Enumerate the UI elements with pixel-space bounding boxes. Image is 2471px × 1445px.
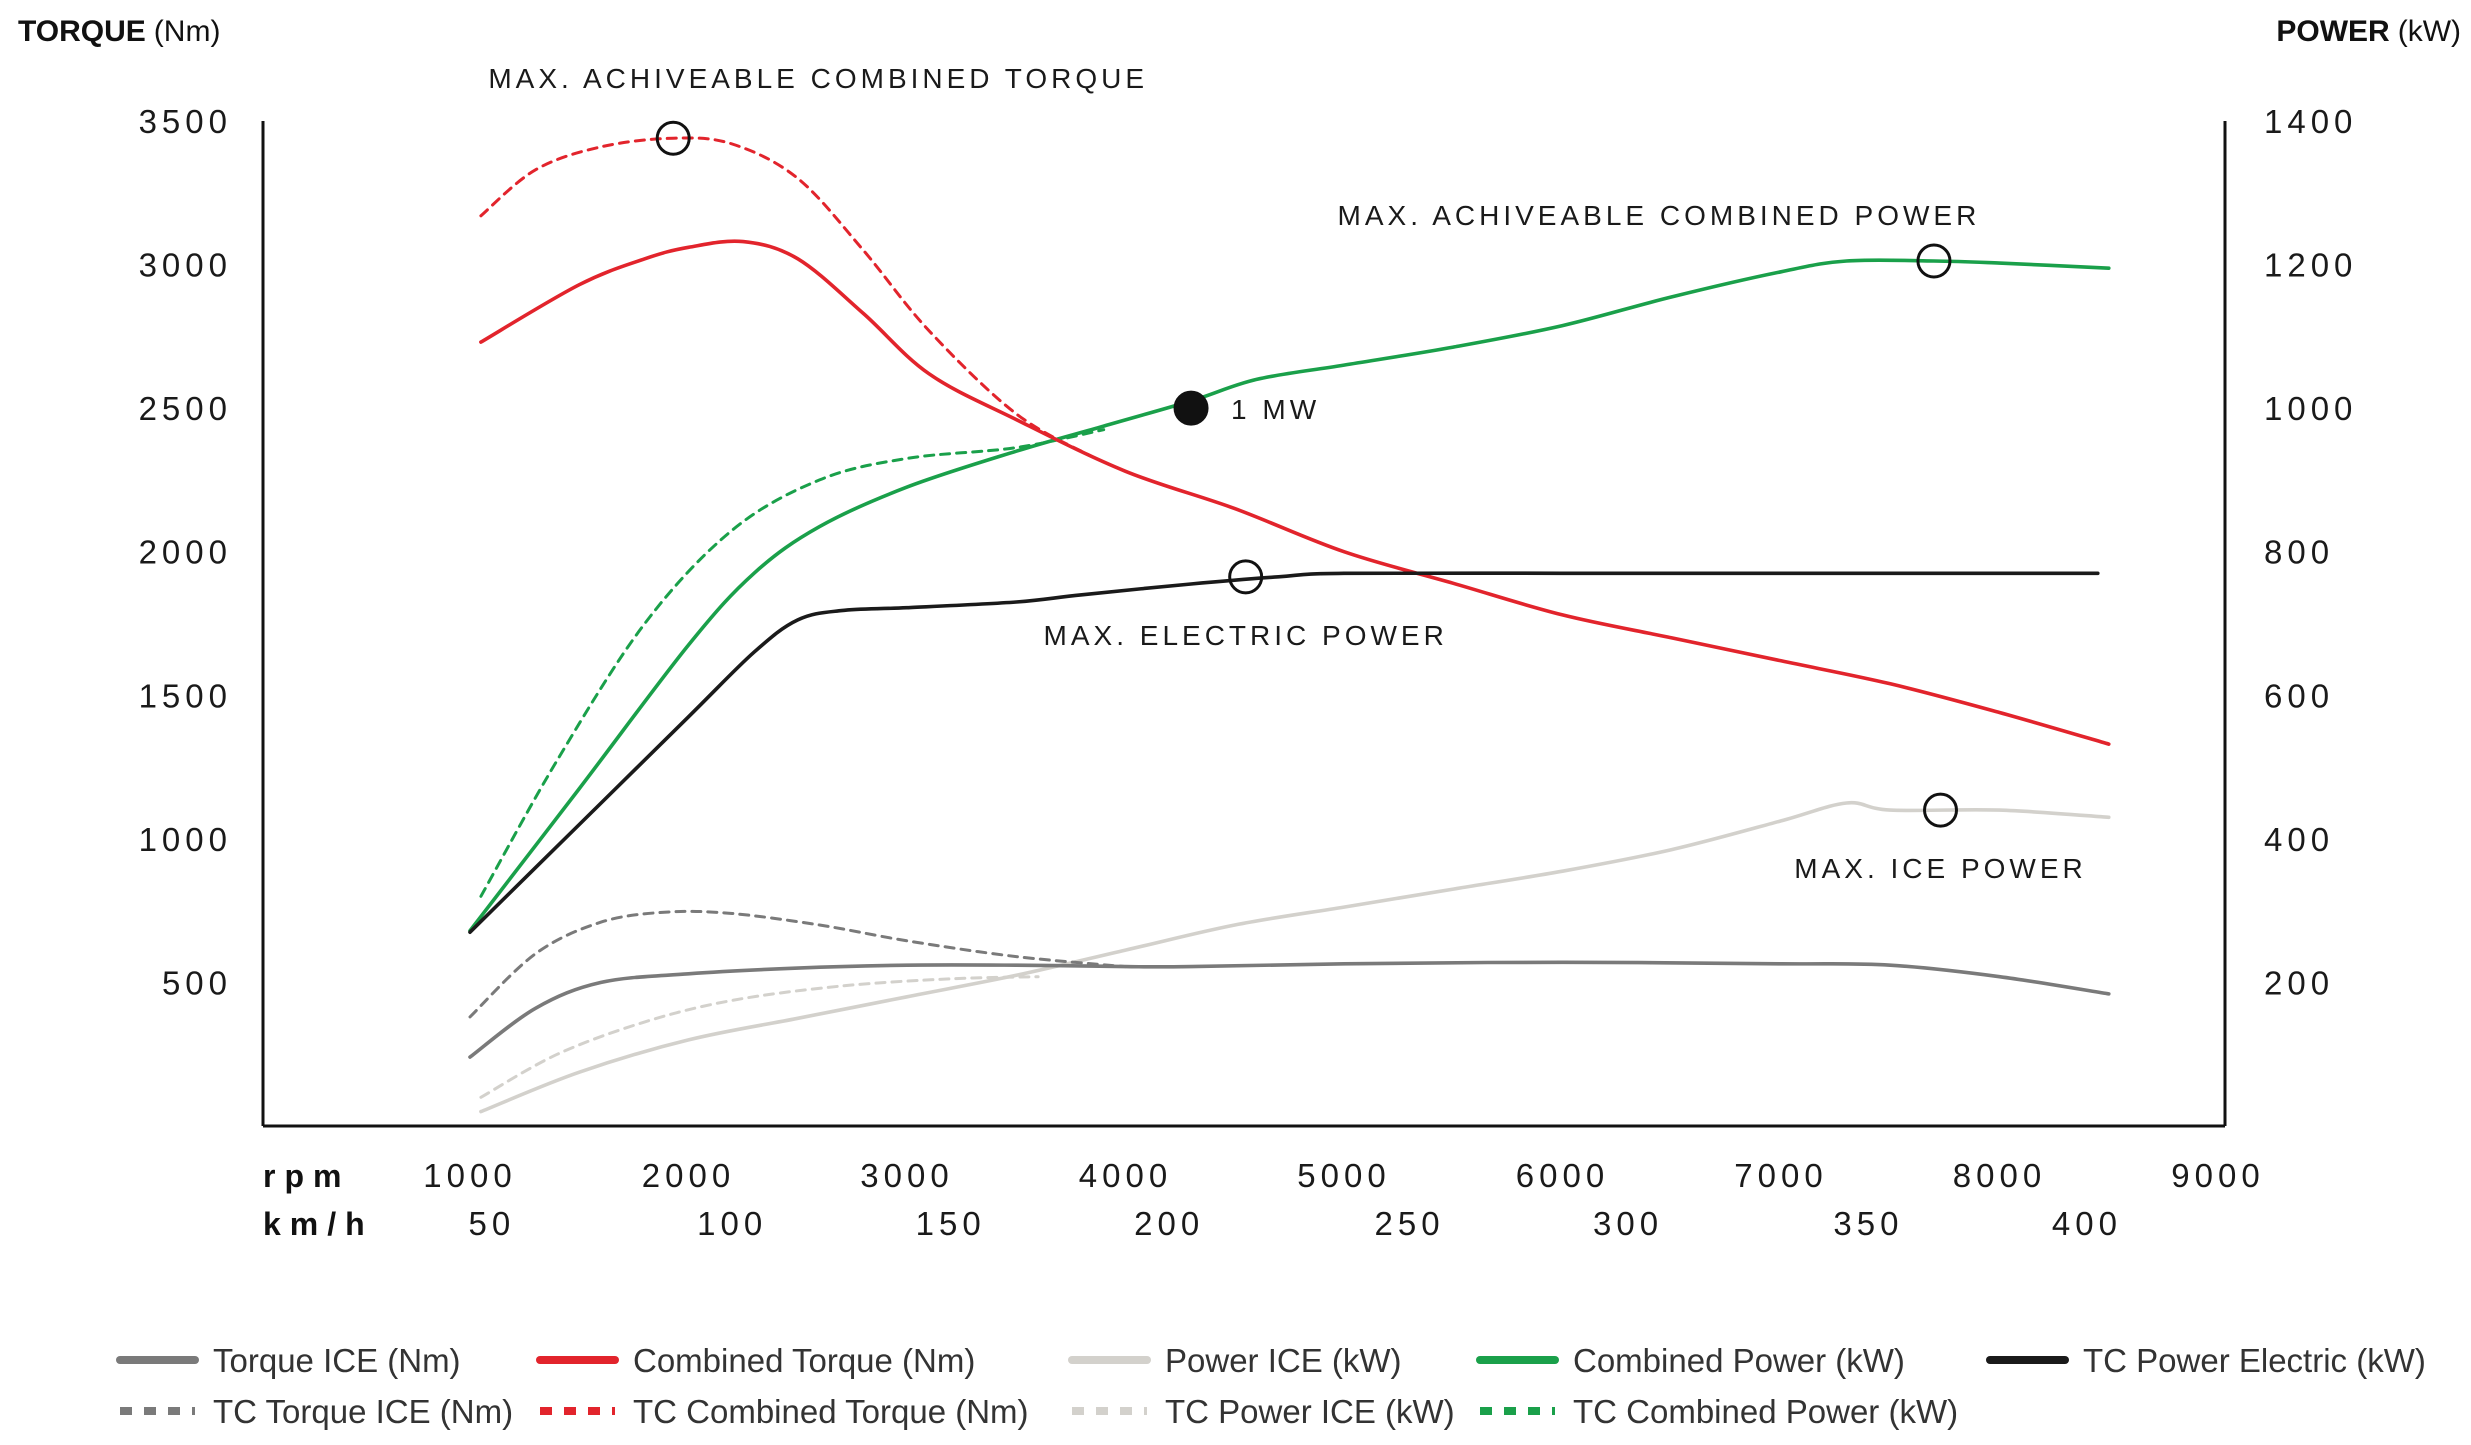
- legend-label: Combined Power (kW): [1573, 1342, 1905, 1379]
- series-line-tc-combined-power-kw: [479, 428, 1106, 898]
- y-left-tick-label: 500: [162, 964, 232, 1001]
- y-right-tick-label: 1000: [2264, 390, 2357, 427]
- series-line-tc-power-electric-kw: [468, 571, 2100, 934]
- x-kmh-tick-label: 150: [916, 1205, 986, 1242]
- legend-label: TC Combined Torque (Nm): [633, 1393, 1029, 1430]
- series-group: [468, 136, 2111, 1114]
- markers-group: [655, 120, 1959, 828]
- right-axis-title-main: POWER: [2276, 15, 2390, 48]
- x-rpm-tick-label: 7000: [1734, 1157, 1827, 1194]
- x-rpm-tick-label: 1000: [423, 1157, 516, 1194]
- y-left-tick-label: 1000: [139, 821, 232, 858]
- x-kmh-tick-label: 250: [1375, 1205, 1445, 1242]
- right-axis-title-unit: (kW): [2398, 15, 2461, 48]
- y-right-tick-label: 1400: [2264, 103, 2357, 140]
- marker-point: [1916, 243, 1952, 279]
- legend-label: TC Power Electric (kW): [2083, 1342, 2426, 1379]
- marker-annotation: MAX. ACHIVEABLE COMBINED POWER: [1338, 200, 1981, 231]
- marker-point: [1173, 390, 1209, 426]
- legend-label: TC Combined Power (kW): [1573, 1393, 1958, 1430]
- y-left-tick-label: 2000: [139, 534, 232, 571]
- legend-label: Combined Torque (Nm): [633, 1342, 975, 1379]
- series-line-combined-power-kw: [468, 258, 2111, 933]
- marker-annotation: MAX. ICE POWER: [1794, 853, 2086, 884]
- series-line-tc-combined-torque-nm: [479, 136, 1095, 459]
- marker-point: [655, 120, 691, 156]
- legend: Torque ICE (Nm) Combined Torque (Nm) Power…: [116, 1342, 2426, 1430]
- y-right-tick-label: 800: [2264, 534, 2334, 571]
- y-left-tick-label: 2500: [139, 390, 232, 427]
- series-line-tc-torque-ice-nm: [468, 909, 1127, 1019]
- x-kmh-tick-label: 200: [1134, 1205, 1204, 1242]
- labels-group: TORQUE (Nm) POWER (kW) 500 1000 1500 2000 2500 30…: [18, 15, 2461, 1242]
- marker-annotation: MAX. ACHIVEABLE COMBINED TORQUE: [488, 63, 1148, 94]
- left-axis-title: TORQUE (Nm): [18, 15, 220, 48]
- y-left-tick-label: 3500: [139, 103, 232, 140]
- y-right-tick-label: 400: [2264, 821, 2334, 858]
- y-right-tick-label: 600: [2264, 677, 2334, 714]
- marker-annotation: MAX. ELECTRIC POWER: [1044, 620, 1448, 651]
- x-kmh-tick-label: 100: [697, 1205, 767, 1242]
- x-kmh-tick-label: 300: [1593, 1205, 1663, 1242]
- x-rpm-tick-label: 4000: [1079, 1157, 1172, 1194]
- left-axis-title-main: TORQUE: [18, 15, 146, 48]
- marker-annotation: 1 MW: [1231, 394, 1320, 425]
- x-rpm-tick-label: 3000: [860, 1157, 953, 1194]
- axes: [261, 121, 2227, 1128]
- x-axis-rpm-label: rpm: [263, 1158, 350, 1194]
- y-right-tick-label: 1200: [2264, 247, 2357, 284]
- x-axis-kmh-label: km/h: [263, 1206, 374, 1242]
- x-kmh-tick-label: 50: [468, 1205, 515, 1242]
- x-rpm-tick-label: 8000: [1953, 1157, 2046, 1194]
- series-line-combined-torque-nm: [479, 239, 2111, 746]
- legend-label: TC Power ICE (kW): [1165, 1393, 1455, 1430]
- legend-label: Power ICE (kW): [1165, 1342, 1402, 1379]
- left-axis-title-unit: (Nm): [154, 15, 221, 48]
- x-rpm-tick-label: 5000: [1297, 1157, 1390, 1194]
- y-left-tick-label: 1500: [139, 677, 232, 714]
- y-left-tick-label: 3000: [139, 247, 232, 284]
- marker-point: [1923, 792, 1959, 828]
- x-kmh-tick-label: 400: [2052, 1205, 2122, 1242]
- legend-label: Torque ICE (Nm): [213, 1342, 461, 1379]
- y-right-tick-label: 200: [2264, 964, 2334, 1001]
- series-line-power-ice-kw: [479, 800, 2111, 1114]
- marker-point: [1228, 559, 1264, 595]
- x-rpm-tick-label: 9000: [2171, 1157, 2264, 1194]
- x-kmh-tick-label: 350: [1833, 1205, 1903, 1242]
- legend-label: TC Torque ICE (Nm): [213, 1393, 513, 1430]
- x-rpm-tick-label: 2000: [642, 1157, 735, 1194]
- right-axis-title: POWER (kW): [2276, 15, 2461, 48]
- series-line-torque-ice-nm: [468, 960, 2111, 1059]
- x-rpm-tick-label: 6000: [1516, 1157, 1609, 1194]
- series-line-tc-power-ice-kw: [479, 975, 1040, 1099]
